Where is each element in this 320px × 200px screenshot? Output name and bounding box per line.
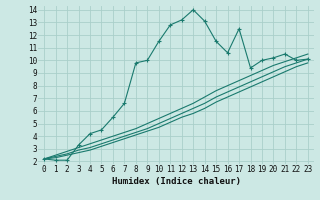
- X-axis label: Humidex (Indice chaleur): Humidex (Indice chaleur): [111, 177, 241, 186]
